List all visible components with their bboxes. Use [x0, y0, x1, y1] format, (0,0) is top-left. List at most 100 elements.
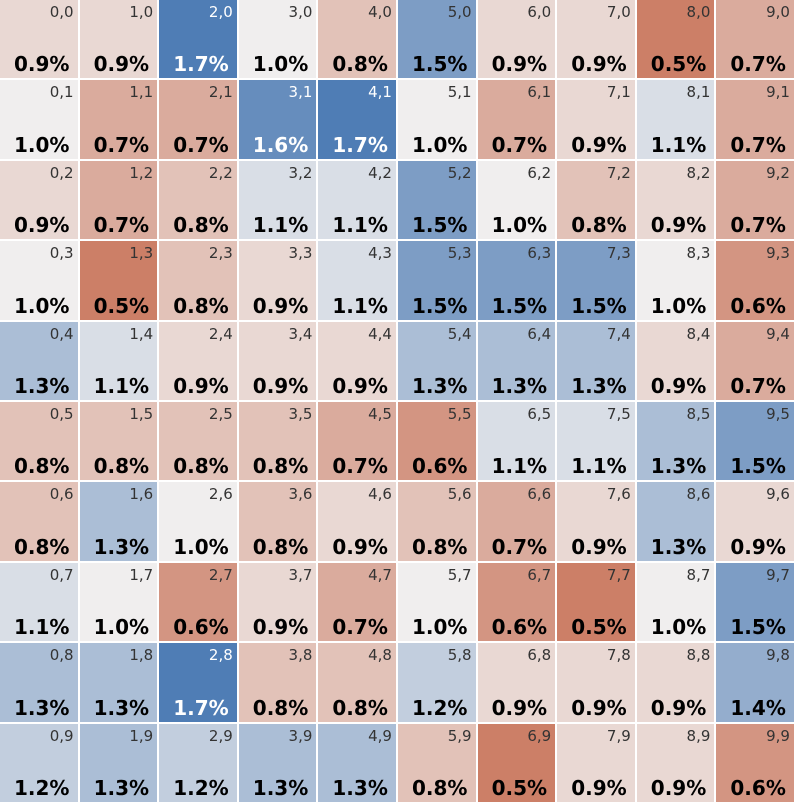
cell-coordinate-label: 5,3 [447, 244, 472, 263]
cell-coordinate-label: 2,3 [208, 244, 233, 263]
cell-coordinate-label: 7,3 [606, 244, 631, 263]
heatmap-cell: 9,8 1.4% [716, 643, 794, 722]
cell-value-label: 0.9% [650, 775, 707, 800]
cell-coordinate-label: 2,6 [208, 485, 233, 504]
cell-value-label: 1.0% [14, 293, 70, 318]
cell-coordinate-label: 5,0 [447, 3, 472, 21]
heatmap-cell: 2,4 0.9% [159, 321, 237, 400]
cell-value-label: 0.8% [252, 695, 309, 720]
cell-value-label: 0.9% [571, 534, 627, 559]
heatmap-cell: 5,3 1.5% [398, 241, 476, 320]
cell-value-label: 1.1% [571, 454, 627, 479]
heatmap-cell: 2,8 1.7% [159, 643, 237, 722]
cell-value-label: 0.9% [252, 615, 309, 640]
cell-value-label: 1.0% [14, 132, 70, 157]
cell-value-label: 0.9% [730, 534, 786, 559]
cell-value-label: 0.8% [332, 52, 388, 77]
cell-value-label: 0.7% [332, 615, 388, 640]
cell-value-label: 0.7% [491, 534, 548, 559]
cell-coordinate-label: 8,5 [686, 405, 711, 423]
heatmap-cell: 8,2 0.9% [636, 160, 715, 240]
cell-value-label: 0.7% [730, 213, 786, 238]
heatmap-cell: 3,5 0.8% [238, 402, 317, 481]
cell-coordinate-label: 6,5 [527, 405, 552, 423]
cell-value-label: 1.1% [14, 615, 70, 640]
cell-coordinate-label: 7,0 [606, 3, 631, 21]
heatmap-cell: 0,7 1.1% [0, 562, 78, 642]
cell-coordinate-label: 6,7 [527, 565, 552, 584]
cell-value-label: 1.2% [14, 775, 70, 800]
heatmap-cell: 5,7 1.0% [398, 562, 476, 642]
cell-value-label: 0.9% [571, 132, 627, 157]
cell-coordinate-label: 7,8 [606, 646, 631, 665]
cell-coordinate-label: 4,5 [368, 405, 392, 423]
cell-coordinate-label: 3,8 [288, 646, 313, 665]
cell-coordinate-label: 5,6 [447, 485, 472, 504]
heatmap-cell: 8,4 0.9% [636, 321, 715, 400]
cell-coordinate-label: 7,7 [606, 565, 631, 584]
cell-coordinate-label: 7,2 [606, 163, 631, 182]
cell-value-label: 0.7% [332, 454, 388, 479]
cell-value-label: 1.6% [252, 132, 309, 157]
heatmap-cell: 9,2 0.7% [716, 160, 794, 240]
cell-value-label: 1.5% [730, 615, 786, 640]
heatmap-cell: 7,7 0.5% [557, 562, 635, 642]
heatmap-cell: 1,5 0.8% [79, 402, 158, 481]
cell-coordinate-label: 6,1 [527, 83, 552, 102]
heatmap-cell: 0,9 1.2% [0, 723, 78, 802]
cell-value-label: 1.3% [93, 775, 150, 800]
cell-coordinate-label: 9,3 [766, 244, 790, 263]
cell-value-label: 0.9% [332, 534, 388, 559]
cell-value-label: 1.3% [14, 373, 70, 398]
heatmap-cell: 8,5 1.3% [636, 402, 715, 481]
cell-value-label: 0.9% [650, 213, 707, 238]
heatmap-cell: 6,4 1.3% [477, 321, 556, 400]
heatmap-cell: 1,2 0.7% [79, 160, 158, 240]
cell-value-label: 0.5% [571, 615, 627, 640]
heatmap-cell: 3,9 1.3% [238, 723, 317, 802]
heatmap-cell: 6,8 0.9% [477, 643, 556, 722]
heatmap-cell: 4,0 0.8% [318, 0, 396, 79]
heatmap-cell: 4,6 0.9% [318, 482, 396, 561]
heatmap-cell: 8,7 1.0% [636, 562, 715, 642]
heatmap-cell: 9,1 0.7% [716, 80, 794, 159]
cell-coordinate-label: 4,2 [368, 163, 392, 182]
heatmap-cell: 3,8 0.8% [238, 643, 317, 722]
heatmap-cell: 7,5 1.1% [557, 402, 635, 481]
cell-coordinate-label: 0,9 [49, 726, 74, 745]
cell-coordinate-label: 8,4 [686, 324, 711, 343]
cell-value-label: 1.0% [650, 293, 707, 318]
heatmap-cell: 7,8 0.9% [557, 643, 635, 722]
cell-value-label: 0.5% [650, 52, 707, 77]
cell-coordinate-label: 6,9 [527, 726, 552, 745]
cell-coordinate-label: 2,9 [208, 726, 233, 745]
heatmap-cell: 9,5 1.5% [716, 402, 794, 481]
cell-coordinate-label: 4,3 [368, 244, 392, 263]
cell-value-label: 0.9% [332, 373, 388, 398]
cell-coordinate-label: 2,0 [208, 3, 233, 21]
cell-coordinate-label: 9,4 [766, 324, 790, 343]
heatmap-cell: 5,2 1.5% [398, 160, 476, 240]
cell-value-label: 0.9% [173, 373, 229, 398]
cell-value-label: 0.9% [14, 52, 70, 77]
heatmap-cell: 9,9 0.6% [716, 723, 794, 802]
cell-coordinate-label: 1,4 [129, 324, 154, 343]
cell-value-label: 0.9% [491, 52, 548, 77]
cell-coordinate-label: 8,7 [686, 565, 711, 584]
cell-coordinate-label: 9,2 [766, 163, 790, 182]
cell-value-label: 1.5% [491, 293, 548, 318]
cell-coordinate-label: 3,1 [288, 83, 313, 102]
cell-coordinate-label: 3,4 [288, 324, 313, 343]
cell-value-label: 0.8% [14, 534, 70, 559]
heatmap-cell: 6,6 0.7% [477, 482, 556, 561]
cell-coordinate-label: 2,8 [208, 646, 233, 665]
heatmap-cell: 8,1 1.1% [636, 80, 715, 159]
heatmap-cell: 1,8 1.3% [79, 643, 158, 722]
cell-coordinate-label: 0,5 [49, 405, 74, 423]
cell-value-label: 1.7% [173, 52, 229, 77]
cell-coordinate-label: 0,6 [49, 485, 74, 504]
heatmap-cell: 5,6 0.8% [398, 482, 476, 561]
cell-value-label: 1.2% [412, 695, 468, 720]
cell-value-label: 1.0% [252, 52, 309, 77]
heatmap-cell: 3,0 1.0% [238, 0, 317, 79]
